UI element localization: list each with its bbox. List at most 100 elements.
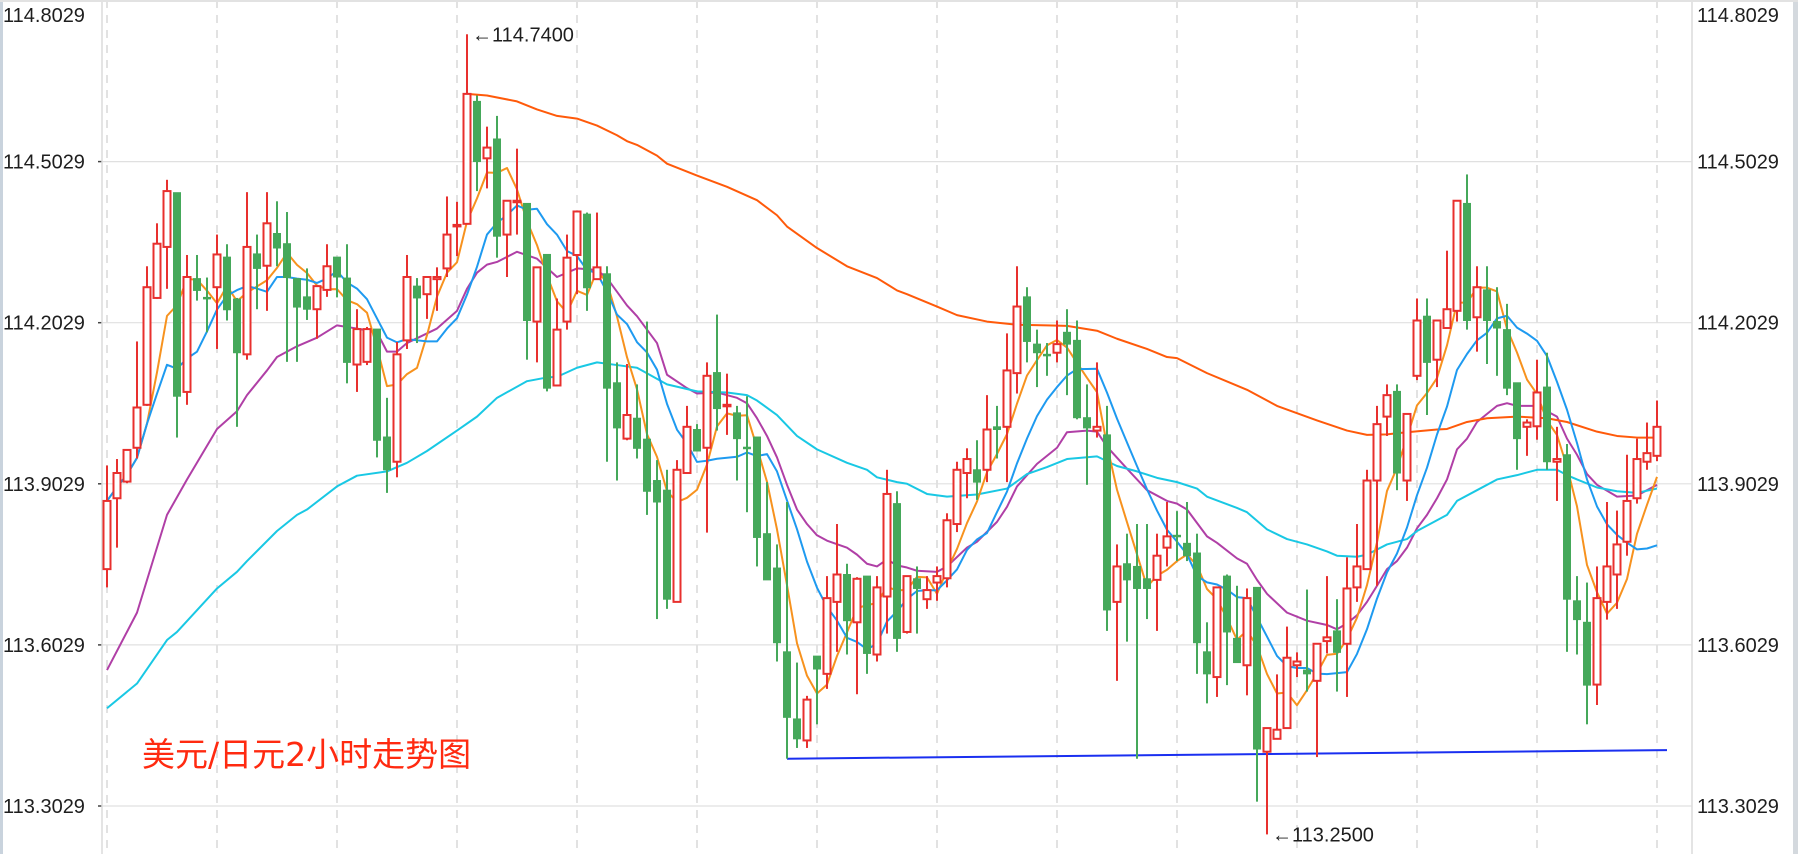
candle-body [1483,289,1491,321]
candle-body [643,438,651,492]
candle-up [512,148,522,235]
candle-up [1592,566,1602,705]
candle-body [592,266,602,281]
candle-body [1592,597,1602,686]
candle-down [1033,329,1041,388]
candle-body [672,468,682,603]
candle-up [1112,544,1122,681]
candle-body [822,597,832,675]
candle-up [1402,412,1412,501]
candle-down [1103,405,1111,631]
chart-title: 美元/日元2小时走势图 [142,735,472,774]
candle-up [132,341,142,459]
candle-body [952,468,962,526]
candle-body [1162,535,1172,549]
candle-up [1642,422,1652,470]
candle-up [1472,266,1482,352]
candle-up [622,363,632,441]
candle-body [1372,423,1382,482]
ma5-line [106,166,1658,707]
candle-up [1352,524,1362,602]
candle-down [603,266,611,462]
candle-up [1292,652,1302,678]
candle-down [793,662,801,748]
candle-body [1052,343,1062,354]
candle-body [1632,458,1642,500]
candle-body [1272,728,1282,740]
candle-up [802,695,812,748]
candle-up [1282,626,1292,730]
candle-down [993,405,1001,459]
candle-up [1652,400,1662,462]
extreme-price-annotation: ←114.7400 [472,24,574,46]
candle-body [1212,586,1222,679]
candle-body [1193,552,1201,644]
candle-down [613,362,621,481]
candle-body [1152,554,1162,581]
candle-body [1103,434,1111,611]
candle-up [552,298,562,387]
candle-body [523,202,531,321]
candle-body [413,285,421,299]
candle-down [973,440,981,500]
candle-down [1083,384,1091,485]
candle-body [283,243,291,279]
candle-body [1123,563,1131,581]
candle-body [713,372,721,410]
candle-body [1023,296,1031,342]
candle-body [253,253,261,269]
candle-body [1442,308,1452,330]
candle-up [312,285,322,339]
candle-body [343,277,351,363]
candle-down [733,405,741,481]
candle-body [773,567,781,644]
candle-up [182,254,192,405]
candle-body [312,285,322,311]
candle-down [1333,599,1341,692]
candle-body [1622,499,1632,543]
candle-up [482,126,492,189]
candle-up [322,244,332,297]
candle-body [1033,343,1041,354]
candle-body [932,575,942,584]
left-axis-tick-label: 113.3029 [3,796,85,818]
candle-body [973,469,981,483]
candle-body [1262,727,1272,753]
candle-up [672,460,682,603]
candle-down [1193,533,1201,674]
annotations: ←114.7400 ←113.2500 [472,24,1374,846]
candle-body [753,436,761,538]
candle-up [402,254,412,349]
candle-body [1602,565,1612,603]
candle-up [1532,359,1542,440]
candles [102,34,1662,835]
candle-down [893,491,901,652]
candle-body [682,425,692,475]
candle-down [1513,382,1521,470]
candle-body [293,278,301,308]
candle-down [413,278,421,344]
candle-body [1112,565,1122,603]
candle-up [822,576,832,689]
candle-down [253,234,261,310]
candle-body [1543,386,1551,463]
candle-down [1043,343,1051,376]
candle-down [1563,444,1571,652]
candle-body [1402,412,1412,482]
candle-body [212,253,222,289]
candle-down [203,277,211,333]
candle-body [1133,565,1141,589]
candle-body [1452,199,1462,312]
candle-up [852,577,862,695]
candle-body [852,577,862,624]
candle-up [1262,727,1272,835]
candle-body [653,480,661,503]
candle-body [102,499,112,571]
candle-down [713,314,721,431]
candle-down [493,115,501,258]
candle-body [863,575,871,654]
candle-body [1583,621,1591,686]
support-trendline [786,749,1668,760]
candle-up [1052,320,1062,363]
